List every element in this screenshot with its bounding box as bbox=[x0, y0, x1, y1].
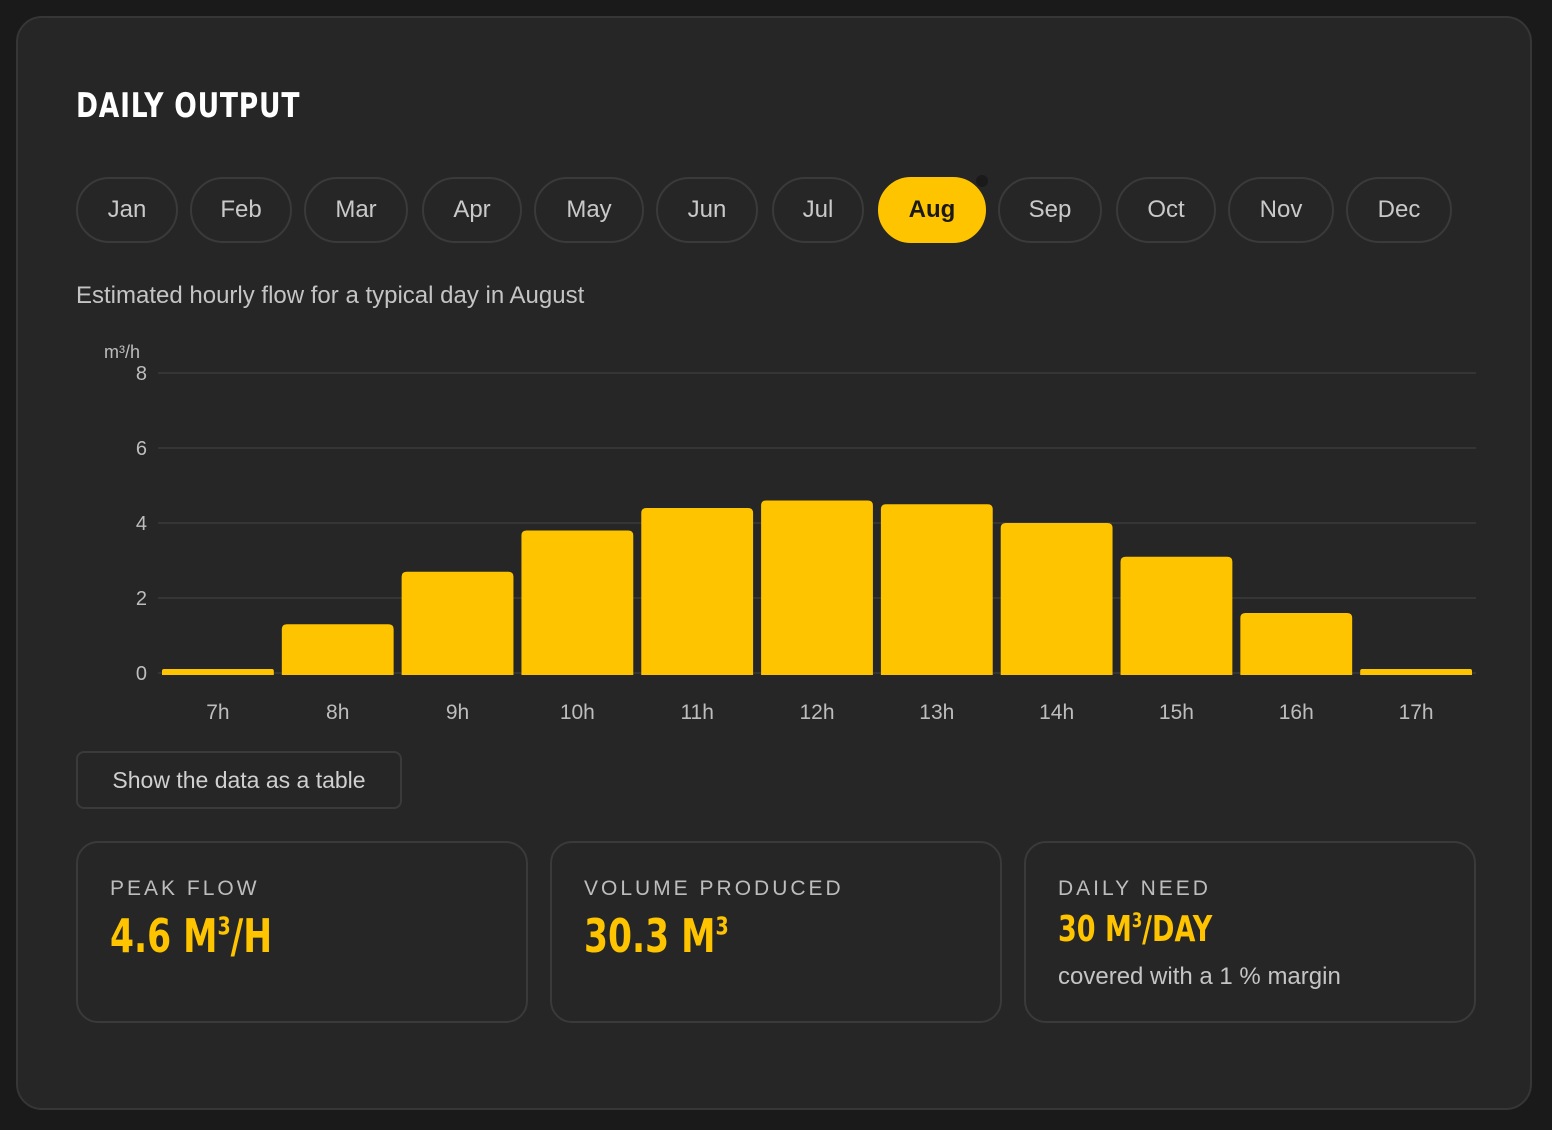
month-pill-nov[interactable]: Nov bbox=[1228, 177, 1334, 243]
hourly-flow-chart: m³/h 0 2 4 6 8 7h 8h 9h 10h 11h 12h 13h 14h 15h 16h 17h bbox=[104, 342, 1476, 724]
month-pill-oct[interactable]: Oct bbox=[1116, 177, 1216, 243]
month-pill-feb[interactable]: Feb bbox=[190, 177, 292, 243]
peak-flow-value: 4.6 M3/H bbox=[110, 909, 273, 963]
daily-need-value: 30 M3/DAY bbox=[1058, 909, 1213, 950]
month-pill-jun[interactable]: Jun bbox=[656, 177, 758, 243]
bar-16h[interactable] bbox=[1240, 613, 1353, 675]
month-pill-mar[interactable]: Mar bbox=[304, 177, 408, 243]
month-pill-may[interactable]: May bbox=[534, 177, 644, 243]
month-pill-jan[interactable]: Jan bbox=[76, 177, 178, 243]
x-tick-label: 10h bbox=[560, 701, 595, 724]
x-tick-label: 14h bbox=[1039, 701, 1074, 724]
x-tick-label: 15h bbox=[1159, 701, 1194, 724]
y-tick-label: 4 bbox=[136, 513, 147, 535]
month-pill-dec[interactable]: Dec bbox=[1346, 177, 1452, 243]
y-axis-unit-label: m³/h bbox=[104, 342, 140, 362]
bar-8h[interactable] bbox=[281, 624, 394, 675]
y-tick-label: 6 bbox=[136, 438, 147, 460]
bar-12h[interactable] bbox=[761, 500, 873, 676]
x-tick-label: 8h bbox=[326, 701, 349, 724]
bar-7h[interactable] bbox=[162, 669, 274, 675]
card-title: DAILY OUTPUT bbox=[76, 86, 301, 126]
bar-13h[interactable] bbox=[880, 504, 993, 675]
x-tick-label: 13h bbox=[919, 701, 954, 724]
y-tick-label: 8 bbox=[136, 363, 147, 385]
y-tick-label: 0 bbox=[136, 663, 147, 685]
bar-11h[interactable] bbox=[641, 508, 754, 675]
bar-17h[interactable] bbox=[1360, 669, 1472, 675]
x-tick-label: 7h bbox=[206, 701, 229, 724]
bar-15h[interactable] bbox=[1120, 556, 1233, 675]
volume-produced-label: VOLUME PRODUCED bbox=[584, 877, 844, 900]
bar-10h[interactable] bbox=[521, 530, 634, 676]
show-table-button[interactable]: Show the data as a table bbox=[76, 751, 402, 809]
volume-produced-value: 30.3 M3 bbox=[584, 909, 729, 963]
x-tick-label: 11h bbox=[680, 701, 713, 724]
month-pill-apr[interactable]: Apr bbox=[422, 177, 522, 243]
chart-subtitle: Estimated hourly flow for a typical day … bbox=[76, 282, 585, 309]
bar-9h[interactable] bbox=[401, 571, 514, 675]
x-tick-label: 16h bbox=[1279, 701, 1314, 724]
daily-need-label: DAILY NEED bbox=[1058, 877, 1211, 900]
daily-need-note: covered with a 1 % margin bbox=[1058, 963, 1341, 990]
month-pill-jul[interactable]: Jul bbox=[772, 177, 864, 243]
bar-14h[interactable] bbox=[1000, 523, 1113, 675]
volume-produced-card: VOLUME PRODUCED 30.3 M3 bbox=[550, 841, 1002, 1023]
active-month-indicator-dot bbox=[976, 175, 988, 187]
y-tick-label: 2 bbox=[136, 588, 147, 610]
x-tick-label: 12h bbox=[799, 701, 834, 724]
peak-flow-label: PEAK FLOW bbox=[110, 877, 260, 900]
x-tick-label: 9h bbox=[446, 701, 469, 724]
daily-need-card: DAILY NEED 30 M3/DAY covered with a 1 % … bbox=[1024, 841, 1476, 1023]
month-pill-sep[interactable]: Sep bbox=[998, 177, 1102, 243]
month-pill-aug[interactable]: Aug bbox=[878, 177, 986, 243]
x-tick-label: 17h bbox=[1399, 701, 1434, 724]
peak-flow-card: PEAK FLOW 4.6 M3/H bbox=[76, 841, 528, 1023]
